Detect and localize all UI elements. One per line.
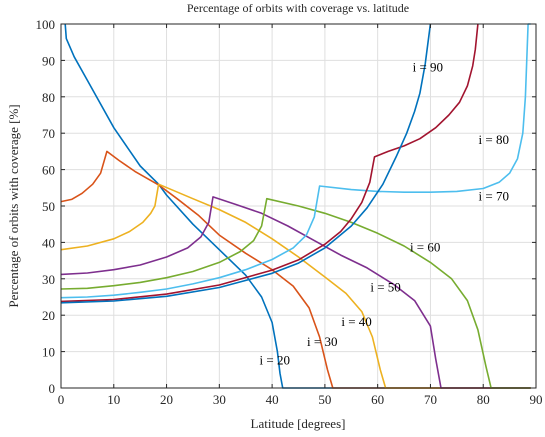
x-tick-labels: 0 10 20 30 40 50 60 70 80 90	[58, 392, 543, 407]
curve-label-80: i = 80	[479, 132, 509, 147]
x-axis-label: Latitude [degrees]	[251, 416, 346, 431]
x-tick-label-0: 0	[58, 392, 65, 407]
y-tick-label-40: 40	[42, 235, 55, 250]
curve-label-60: i = 60	[410, 240, 440, 255]
curve-labels: i = 90 i = 80 i = 70 i = 60 i = 50 i = 40 i = …	[260, 59, 509, 367]
x-tick-label-10: 10	[107, 392, 120, 407]
curve-label-50: i = 50	[370, 280, 400, 295]
series-line-60	[60, 197, 531, 389]
series-line-90	[60, 23, 432, 304]
y-tick-label-70: 70	[42, 126, 55, 141]
x-tick-label-30: 30	[213, 392, 226, 407]
x-tick-label-40: 40	[266, 392, 279, 407]
y-tick-label-20: 20	[42, 308, 55, 323]
axes	[60, 23, 537, 389]
series-line-20	[64, 23, 531, 389]
y-tick-label-90: 90	[42, 53, 55, 68]
series-line-70	[60, 23, 531, 299]
curve-label-20: i = 20	[260, 352, 290, 367]
y-tick-labels: 0 10 20 30 40 50 60 70 80 90 100	[36, 17, 56, 396]
series-group	[60, 23, 531, 389]
x-tick-label-70: 70	[424, 392, 437, 407]
y-tick-label-30: 30	[42, 272, 55, 287]
x-tick-label-80: 80	[477, 392, 490, 407]
x-tick-label-60: 60	[371, 392, 384, 407]
series-line-30	[60, 150, 531, 389]
y-tick-label-0: 0	[49, 381, 56, 396]
x-tick-label-20: 20	[160, 392, 173, 407]
y-tick-label-10: 10	[42, 345, 55, 360]
x-tick-label-50: 50	[318, 392, 331, 407]
curve-label-90: i = 90	[413, 59, 443, 74]
y-tick-label-80: 80	[42, 90, 55, 105]
series-line-50	[60, 196, 531, 389]
y-tick-label-100: 100	[36, 17, 56, 32]
series-line-80	[60, 23, 479, 303]
chart-title: Percentage of orbits with coverage vs. l…	[187, 1, 409, 15]
curve-label-70: i = 70	[479, 189, 509, 204]
y-tick-label-50: 50	[42, 199, 55, 214]
curve-label-30: i = 30	[307, 334, 337, 349]
series-line-40	[60, 183, 531, 389]
y-axis-label: Percentage of orbits with coverage [%]	[6, 104, 21, 307]
curve-label-40: i = 40	[341, 314, 371, 329]
y-tick-label-60: 60	[42, 163, 55, 178]
x-tick-label-90: 90	[530, 392, 543, 407]
